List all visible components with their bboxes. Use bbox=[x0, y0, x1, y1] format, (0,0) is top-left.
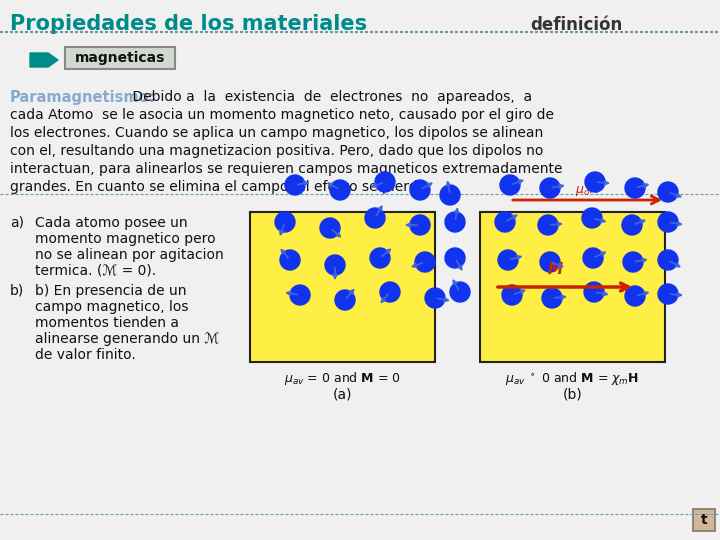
Circle shape bbox=[285, 175, 305, 195]
Circle shape bbox=[410, 215, 430, 235]
Text: de valor finito.: de valor finito. bbox=[35, 348, 136, 362]
Circle shape bbox=[538, 215, 558, 235]
Circle shape bbox=[440, 185, 460, 205]
Text: termica. (ℳ = 0).: termica. (ℳ = 0). bbox=[35, 264, 156, 278]
Text: (b): (b) bbox=[562, 388, 582, 402]
Circle shape bbox=[275, 212, 295, 232]
Text: b) En presencia de un: b) En presencia de un bbox=[35, 284, 186, 298]
Circle shape bbox=[375, 172, 395, 192]
Circle shape bbox=[658, 212, 678, 232]
Bar bbox=[250, 212, 435, 362]
Circle shape bbox=[658, 182, 678, 202]
Circle shape bbox=[325, 255, 345, 275]
Circle shape bbox=[658, 284, 678, 304]
Text: con el, resultando una magnetizacion positiva. Pero, dado que los dipolos no: con el, resultando una magnetizacion pos… bbox=[10, 144, 544, 158]
Circle shape bbox=[500, 175, 520, 195]
Circle shape bbox=[540, 178, 560, 198]
Text: no se alinean por agitacion: no se alinean por agitacion bbox=[35, 248, 224, 262]
Circle shape bbox=[290, 285, 310, 305]
Circle shape bbox=[415, 252, 435, 272]
Circle shape bbox=[582, 208, 602, 228]
Text: M: M bbox=[547, 262, 562, 277]
Circle shape bbox=[320, 218, 340, 238]
Text: Cada atomo posee un: Cada atomo posee un bbox=[35, 216, 188, 230]
Text: cada Atomo  se le asocia un momento magnetico neto, causado por el giro de: cada Atomo se le asocia un momento magne… bbox=[10, 108, 554, 122]
Circle shape bbox=[370, 248, 390, 268]
Text: Propiedades de los materiales: Propiedades de los materiales bbox=[10, 14, 367, 34]
Circle shape bbox=[425, 288, 445, 308]
Text: $\mu _{av}$ = 0 and $\mathbf{M}$ = 0: $\mu _{av}$ = 0 and $\mathbf{M}$ = 0 bbox=[284, 370, 401, 387]
Text: $\mu _{av}$ $^\circ$ 0 and $\mathbf{M}$ = $\chi_m\mathbf{H}$: $\mu _{av}$ $^\circ$ 0 and $\mathbf{M}$ … bbox=[505, 370, 639, 387]
Circle shape bbox=[584, 282, 604, 302]
Circle shape bbox=[380, 282, 400, 302]
Text: alinearse generando un ℳ: alinearse generando un ℳ bbox=[35, 332, 220, 346]
Text: a): a) bbox=[10, 216, 24, 230]
Circle shape bbox=[623, 252, 643, 272]
Circle shape bbox=[330, 180, 350, 200]
Circle shape bbox=[542, 288, 562, 308]
Text: t: t bbox=[701, 513, 707, 527]
Text: Debido a  la  existencia  de  electrones  no  apareados,  a: Debido a la existencia de electrones no … bbox=[128, 90, 532, 104]
Bar bbox=[480, 212, 665, 362]
Circle shape bbox=[335, 290, 355, 310]
Circle shape bbox=[280, 250, 300, 270]
Circle shape bbox=[585, 172, 605, 192]
Circle shape bbox=[540, 252, 560, 272]
Text: momentos tienden a: momentos tienden a bbox=[35, 316, 179, 330]
Text: magneticas: magneticas bbox=[75, 51, 165, 65]
Text: definición: definición bbox=[530, 16, 622, 34]
Text: b): b) bbox=[10, 284, 24, 298]
Circle shape bbox=[502, 285, 522, 305]
Text: campo magnetico, los: campo magnetico, los bbox=[35, 300, 189, 314]
Text: los electrones. Cuando se aplica un campo magnetico, los dipolos se alinean: los electrones. Cuando se aplica un camp… bbox=[10, 126, 544, 140]
Circle shape bbox=[445, 248, 465, 268]
Circle shape bbox=[445, 212, 465, 232]
Text: Paramagnetismo:: Paramagnetismo: bbox=[10, 90, 156, 105]
Circle shape bbox=[498, 250, 518, 270]
Circle shape bbox=[622, 215, 642, 235]
Text: (a): (a) bbox=[333, 388, 352, 402]
Circle shape bbox=[450, 282, 470, 302]
Circle shape bbox=[495, 212, 515, 232]
Text: $\mu_o$H: $\mu_o$H bbox=[575, 182, 600, 198]
Circle shape bbox=[583, 248, 603, 268]
FancyBboxPatch shape bbox=[693, 509, 715, 531]
Text: momento magnetico pero: momento magnetico pero bbox=[35, 232, 215, 246]
Circle shape bbox=[625, 178, 645, 198]
Circle shape bbox=[410, 180, 430, 200]
Circle shape bbox=[658, 250, 678, 270]
Text: grandes. En cuanto se elimina el campo, el efecto se pierde.: grandes. En cuanto se elimina el campo, … bbox=[10, 180, 431, 194]
FancyBboxPatch shape bbox=[65, 47, 175, 69]
Circle shape bbox=[365, 208, 385, 228]
Circle shape bbox=[625, 286, 645, 306]
Text: interactuan, para alinearlos se requieren campos magneticos extremadamente: interactuan, para alinearlos se requiere… bbox=[10, 162, 562, 176]
FancyArrow shape bbox=[30, 53, 58, 67]
